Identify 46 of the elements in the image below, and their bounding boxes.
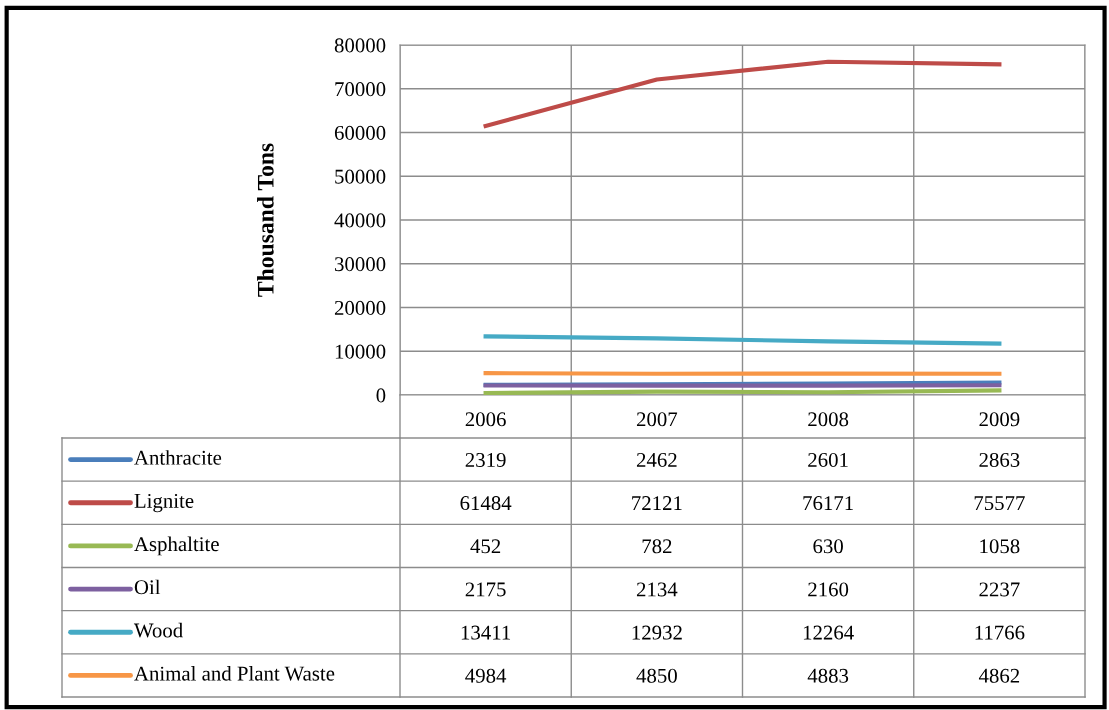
- y-tick-label: 80000: [334, 38, 386, 53]
- y-tick-label: 70000: [335, 82, 386, 97]
- data-label: 4862: [978, 668, 1020, 683]
- y-tick-label: 50000: [335, 169, 386, 184]
- data-label: 2134: [636, 582, 678, 597]
- x-tick-label: 2008: [808, 412, 849, 427]
- legend-label: Lignite: [134, 493, 194, 513]
- data-label: 12264: [803, 625, 854, 640]
- data-label: 12932: [632, 625, 682, 640]
- data-label: 782: [642, 539, 672, 554]
- y-tick-label: 0: [376, 388, 386, 403]
- data-label: 75577: [974, 496, 1025, 511]
- data-label: 2863: [979, 452, 1020, 467]
- data-label: 2462: [636, 452, 677, 467]
- line-series: [483, 59, 1002, 129]
- y-tick-label: 30000: [335, 257, 386, 272]
- legend-label: Asphaltite: [134, 536, 219, 556]
- data-label: 2237: [979, 582, 1020, 597]
- data-label: 2319: [465, 452, 506, 467]
- x-tick-label: 2006: [465, 412, 506, 427]
- line-series: [483, 334, 1002, 346]
- data-label: 72121: [632, 496, 682, 510]
- x-tick-label: 2007: [636, 412, 678, 427]
- data-label: 4883: [807, 668, 849, 683]
- data-label: 2601: [808, 452, 848, 467]
- y-axis-title: Thousand Tons: [257, 143, 274, 297]
- data-label: 11766: [975, 625, 1025, 640]
- y-tick-label: 10000: [335, 344, 386, 359]
- data-label: 2175: [465, 582, 506, 597]
- data-label: 4850: [636, 668, 677, 683]
- data-label: 13411: [461, 625, 511, 640]
- data-label: 452: [470, 539, 501, 554]
- y-tick-label: 40000: [334, 213, 386, 228]
- legend-label: Wood: [133, 622, 183, 638]
- data-label: 1058: [980, 539, 1020, 554]
- legend-label: Oil: [134, 579, 161, 595]
- y-tick-label: 60000: [334, 125, 386, 140]
- data-label: 4984: [465, 668, 507, 683]
- data-label: 76171: [803, 496, 853, 511]
- data-label: 61484: [460, 496, 512, 511]
- y-tick-label: 20000: [334, 300, 386, 315]
- legend-label: Anthracite: [134, 450, 222, 465]
- data-label: 630: [813, 539, 843, 554]
- x-tick-label: 2009: [979, 412, 1020, 427]
- legend-label: Animal and Plant Waste: [134, 665, 335, 681]
- data-label: 2160: [808, 582, 849, 597]
